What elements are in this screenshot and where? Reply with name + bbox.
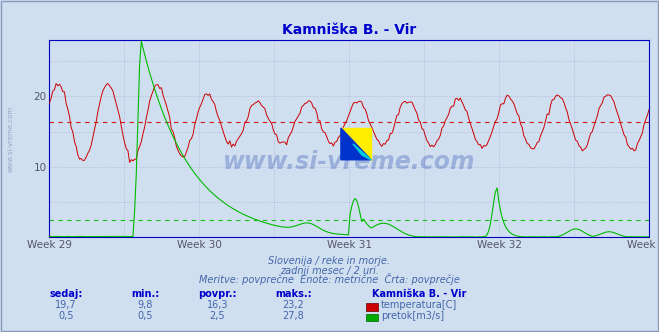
Text: 27,8: 27,8: [282, 311, 304, 321]
Text: 19,7: 19,7: [55, 300, 76, 310]
Text: 0,5: 0,5: [58, 311, 74, 321]
Text: min.:: min.:: [131, 289, 159, 299]
Text: maks.:: maks.:: [275, 289, 312, 299]
Text: 16,3: 16,3: [207, 300, 228, 310]
Text: 23,2: 23,2: [282, 300, 304, 310]
Text: www.si-vreme.com: www.si-vreme.com: [223, 150, 476, 174]
Text: Meritve: povprečne  Enote: metrične  Črta: povprečje: Meritve: povprečne Enote: metrične Črta:…: [199, 273, 460, 285]
Text: zadnji mesec / 2 uri.: zadnji mesec / 2 uri.: [280, 266, 379, 276]
Title: Kamniška B. - Vir: Kamniška B. - Vir: [282, 23, 416, 37]
Polygon shape: [341, 128, 371, 160]
Text: www.si-vreme.com: www.si-vreme.com: [7, 106, 13, 172]
Text: 9,8: 9,8: [137, 300, 153, 310]
Polygon shape: [341, 128, 371, 160]
Polygon shape: [353, 144, 371, 160]
Text: 0,5: 0,5: [137, 311, 153, 321]
Text: Kamniška B. - Vir: Kamniška B. - Vir: [372, 289, 467, 299]
Text: povpr.:: povpr.:: [198, 289, 237, 299]
Text: temperatura[C]: temperatura[C]: [381, 300, 457, 310]
Text: pretok[m3/s]: pretok[m3/s]: [381, 311, 444, 321]
Text: Slovenija / reke in morje.: Slovenija / reke in morje.: [268, 256, 391, 266]
Text: sedaj:: sedaj:: [49, 289, 82, 299]
Text: 2,5: 2,5: [210, 311, 225, 321]
